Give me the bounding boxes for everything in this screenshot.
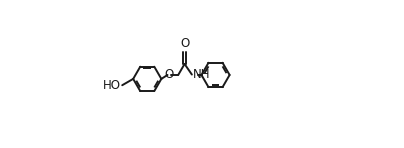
Text: O: O [180, 37, 189, 50]
Text: HO: HO [103, 79, 121, 92]
Text: O: O [164, 68, 174, 81]
Text: NH: NH [193, 68, 211, 81]
